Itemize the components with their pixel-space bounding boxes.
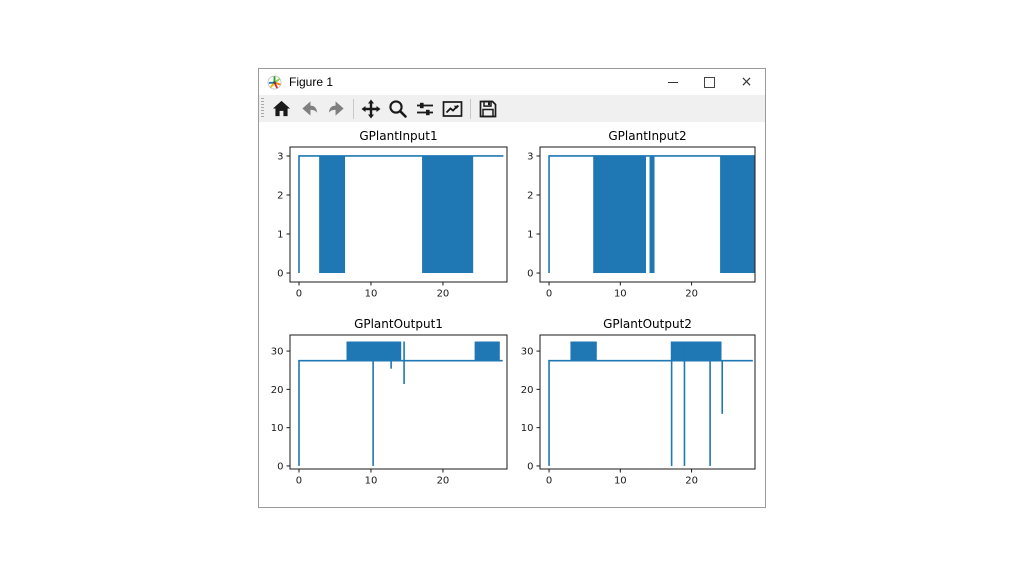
- save-floppy-icon: [479, 100, 497, 117]
- x-tick-label: 10: [614, 289, 627, 300]
- home-icon: [272, 100, 291, 117]
- x-tick-label: 0: [546, 289, 552, 300]
- navigation-toolbar: [259, 95, 765, 122]
- y-tick-label: 0: [277, 461, 283, 472]
- window-controls: ×: [654, 69, 765, 95]
- x-tick-label: 20: [685, 289, 698, 300]
- y-tick-label: 2: [527, 190, 533, 201]
- pan-arrows-icon: [361, 99, 381, 118]
- axes-frame: [289, 334, 508, 470]
- oscillation-band: [422, 155, 474, 274]
- zoom-button[interactable]: [386, 97, 410, 121]
- y-tick-label: 2: [277, 190, 283, 201]
- subplot-gplantinput1: 0 10 20 0 1 2 3 GPlantInput1: [277, 129, 508, 300]
- signal-line: [548, 359, 753, 466]
- matplotlib-logo-icon: [267, 75, 282, 89]
- oscillation-band: [593, 155, 646, 274]
- oscillation-band: [319, 155, 346, 274]
- matplotlib-figure-window: Figure 1 ×: [258, 68, 766, 508]
- window-title: Figure 1: [289, 75, 334, 89]
- save-button[interactable]: [476, 97, 500, 121]
- window-titlebar[interactable]: Figure 1 ×: [259, 69, 765, 95]
- x-tick-label: 0: [546, 476, 552, 487]
- x-tick-label: 10: [614, 476, 627, 487]
- x-tick-label: 0: [296, 289, 302, 300]
- configure-subplots-button[interactable]: [413, 97, 437, 121]
- oscillation-band: [346, 341, 402, 361]
- y-tick-label: 10: [521, 423, 534, 434]
- zoom-magnifier-icon: [389, 99, 407, 118]
- back-button[interactable]: [298, 97, 321, 121]
- oscillation-band: [720, 155, 755, 274]
- subplot-gplantoutput1: 0 10 20 0 10 20 30 GPlantOutput1: [271, 317, 508, 487]
- x-tick-label: 0: [296, 476, 302, 487]
- maximize-button[interactable]: [691, 69, 728, 95]
- figure-canvas: 0 10 20 0 1 2 3 GPlantInput1 0 10 20 0 1 2 3 GPlantInpu…: [271, 129, 756, 487]
- axes-frame: [289, 146, 508, 283]
- signal-line: [298, 359, 503, 466]
- figure-canvas-area: 0 10 20 0 1 2 3 GPlantInput1 0 10 20 0 1 2 3 GPlantInpu…: [259, 122, 765, 507]
- subplot-gplantinput2: 0 10 20 0 1 2 3 GPlantInput2: [527, 129, 756, 300]
- y-tick-label: 3: [527, 151, 533, 162]
- subplot-title: GPlantInput2: [608, 129, 686, 143]
- toolbar-separator: [470, 98, 471, 119]
- y-tick-label: 30: [271, 347, 284, 358]
- y-tick-label: 10: [271, 423, 284, 434]
- signal-line: [548, 155, 755, 274]
- subplot-title: GPlantOutput1: [354, 317, 443, 331]
- toolbar-separator: [353, 98, 354, 119]
- oscillation-band: [670, 341, 722, 361]
- maximize-icon: [704, 76, 715, 88]
- y-tick-label: 3: [277, 151, 283, 162]
- line-chart-icon: [442, 100, 463, 117]
- y-tick-label: 20: [271, 385, 284, 396]
- close-button[interactable]: ×: [728, 69, 765, 95]
- subplot-title: GPlantOutput2: [603, 317, 692, 331]
- x-tick-label: 10: [365, 289, 378, 300]
- oscillation-band: [474, 341, 500, 361]
- y-tick-label: 1: [527, 230, 533, 241]
- minimize-button[interactable]: [654, 69, 691, 95]
- forward-arrow-icon: [328, 101, 344, 116]
- x-tick-label: 20: [437, 289, 450, 300]
- y-tick-label: 20: [521, 385, 534, 396]
- x-tick-label: 10: [365, 476, 378, 487]
- sliders-icon: [417, 102, 433, 115]
- edit-parameters-button[interactable]: [440, 97, 465, 121]
- axes-frame: [539, 334, 756, 470]
- x-tick-label: 20: [685, 476, 698, 487]
- y-tick-label: 1: [277, 230, 283, 241]
- y-tick-label: 0: [527, 461, 533, 472]
- forward-button[interactable]: [325, 97, 348, 121]
- subplot-gplantoutput2: 0 10 20 0 10 20 30 GPlantOutput2: [521, 317, 756, 487]
- subplot-title: GPlantInput1: [359, 129, 437, 143]
- y-tick-label: 0: [277, 269, 283, 280]
- back-arrow-icon: [302, 101, 318, 116]
- minimize-icon: [667, 81, 678, 83]
- pan-button[interactable]: [359, 97, 383, 121]
- close-icon: ×: [740, 74, 753, 90]
- signal-line: [298, 155, 504, 274]
- home-button[interactable]: [270, 97, 293, 121]
- toolbar-grip-handle[interactable]: [261, 98, 264, 119]
- oscillation-band: [649, 155, 655, 274]
- y-tick-label: 0: [527, 269, 533, 280]
- oscillation-band: [570, 341, 597, 361]
- axes-frame: [539, 146, 756, 283]
- x-tick-label: 20: [437, 476, 450, 487]
- y-tick-label: 30: [521, 347, 534, 358]
